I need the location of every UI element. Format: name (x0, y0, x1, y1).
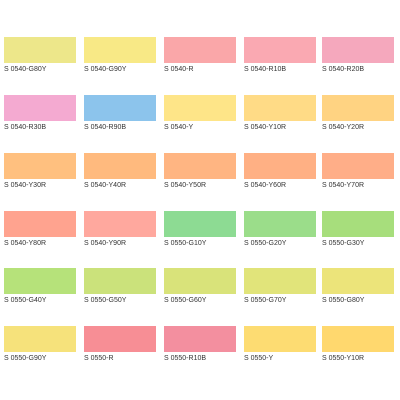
color-swatch[interactable] (322, 95, 394, 121)
color-swatch[interactable] (322, 326, 394, 352)
swatch-card[interactable]: S 0540-R (164, 37, 236, 74)
swatch-card[interactable]: S 0540-Y10R (244, 95, 316, 132)
color-swatch[interactable] (322, 37, 394, 63)
color-swatch[interactable] (244, 326, 316, 352)
swatch-card[interactable]: S 0540-G80Y (4, 37, 76, 74)
color-swatch[interactable] (84, 95, 156, 121)
swatch-card[interactable]: S 0550-G10Y (164, 211, 236, 248)
swatch-code-label: S 0540-Y90R (84, 240, 127, 247)
color-swatch[interactable] (244, 95, 316, 121)
swatch-code-label: S 0540-R (164, 66, 194, 73)
swatch-card[interactable]: S 0550-G60Y (164, 268, 236, 305)
swatch-code-label: S 0540-Y (164, 124, 194, 131)
swatch-code-label: S 0550-G30Y (322, 240, 365, 247)
swatch-card[interactable]: S 0540-Y30R (4, 153, 76, 190)
color-swatch[interactable] (164, 153, 236, 179)
swatch-code-label: S 0540-Y40R (84, 182, 127, 189)
swatch-card[interactable]: S 0550-G70Y (244, 268, 316, 305)
swatch-card[interactable]: S 0550-G50Y (84, 268, 156, 305)
swatch-code-label: S 0550-Y10R (322, 355, 365, 362)
swatch-card[interactable]: S 0540-R90B (84, 95, 156, 132)
swatch-code-label: S 0550-G70Y (244, 297, 287, 304)
swatch-card[interactable]: S 0540-R10B (244, 37, 316, 74)
swatch-code-label: S 0540-G90Y (84, 66, 127, 73)
swatch-card[interactable]: S 0540-Y70R (322, 153, 394, 190)
swatch-code-label: S 0540-Y30R (4, 182, 47, 189)
swatch-code-label: S 0540-G80Y (4, 66, 47, 73)
swatch-card[interactable]: S 0540-Y50R (164, 153, 236, 190)
swatch-card[interactable]: S 0550-G80Y (322, 268, 394, 305)
swatch-code-label: S 0550-R10B (164, 355, 207, 362)
color-swatch[interactable] (84, 268, 156, 294)
color-swatch[interactable] (322, 153, 394, 179)
swatch-card[interactable]: S 0540-G90Y (84, 37, 156, 74)
swatch-code-label: S 0540-Y70R (322, 182, 365, 189)
color-swatch[interactable] (84, 211, 156, 237)
color-swatch[interactable] (164, 95, 236, 121)
swatch-code-label: S 0550-G10Y (164, 240, 207, 247)
color-swatch[interactable] (164, 37, 236, 63)
color-swatch[interactable] (322, 268, 394, 294)
color-swatch[interactable] (84, 326, 156, 352)
swatch-card[interactable]: S 0540-Y90R (84, 211, 156, 248)
swatch-card[interactable]: S 0540-Y40R (84, 153, 156, 190)
swatch-code-label: S 0540-R10B (244, 66, 287, 73)
swatch-code-label: S 0540-Y20R (322, 124, 365, 131)
swatch-card[interactable]: S 0550-R10B (164, 326, 236, 363)
color-swatch[interactable] (4, 37, 76, 63)
color-swatch[interactable] (84, 153, 156, 179)
swatch-code-label: S 0540-Y60R (244, 182, 287, 189)
color-swatch[interactable] (244, 153, 316, 179)
color-swatch[interactable] (322, 211, 394, 237)
swatch-card[interactable]: S 0540-Y60R (244, 153, 316, 190)
color-swatch[interactable] (4, 95, 76, 121)
swatch-code-label: S 0550-G90Y (4, 355, 47, 362)
swatch-code-label: S 0550-G50Y (84, 297, 127, 304)
color-swatch[interactable] (244, 37, 316, 63)
swatch-card[interactable]: S 0540-R20B (322, 37, 394, 74)
color-swatch[interactable] (4, 153, 76, 179)
color-swatch[interactable] (164, 211, 236, 237)
swatch-code-label: S 0550-G60Y (164, 297, 207, 304)
swatch-card[interactable]: S 0540-Y80R (4, 211, 76, 248)
swatch-code-label: S 0550-G40Y (4, 297, 47, 304)
color-swatch[interactable] (4, 211, 76, 237)
swatch-card[interactable]: S 0540-R30B (4, 95, 76, 132)
color-swatch[interactable] (84, 37, 156, 63)
swatch-card[interactable]: S 0550-G90Y (4, 326, 76, 363)
swatch-code-label: S 0550-Y (244, 355, 274, 362)
swatch-card[interactable]: S 0540-Y (164, 95, 236, 132)
color-swatch[interactable] (244, 211, 316, 237)
color-swatch[interactable] (164, 326, 236, 352)
swatch-card[interactable]: S 0550-R (84, 326, 156, 363)
swatch-code-label: S 0550-R (84, 355, 114, 362)
swatch-card[interactable]: S 0550-G40Y (4, 268, 76, 305)
color-swatch[interactable] (4, 326, 76, 352)
swatch-code-label: S 0550-G80Y (322, 297, 365, 304)
swatch-code-label: S 0540-Y50R (164, 182, 207, 189)
color-swatch[interactable] (4, 268, 76, 294)
swatch-card[interactable]: S 0540-Y20R (322, 95, 394, 132)
swatch-code-label: S 0540-R20B (322, 66, 365, 73)
swatch-code-label: S 0540-Y80R (4, 240, 47, 247)
swatch-card[interactable]: S 0550-G20Y (244, 211, 316, 248)
swatch-code-label: S 0540-Y10R (244, 124, 287, 131)
swatch-card[interactable]: S 0550-Y (244, 326, 316, 363)
swatch-code-label: S 0540-R30B (4, 124, 47, 131)
swatch-code-label: S 0540-R90B (84, 124, 127, 131)
swatch-card[interactable]: S 0550-Y10R (322, 326, 394, 363)
swatch-card[interactable]: S 0550-G30Y (322, 211, 394, 248)
swatch-code-label: S 0550-G20Y (244, 240, 287, 247)
color-swatch[interactable] (164, 268, 236, 294)
color-swatch[interactable] (244, 268, 316, 294)
